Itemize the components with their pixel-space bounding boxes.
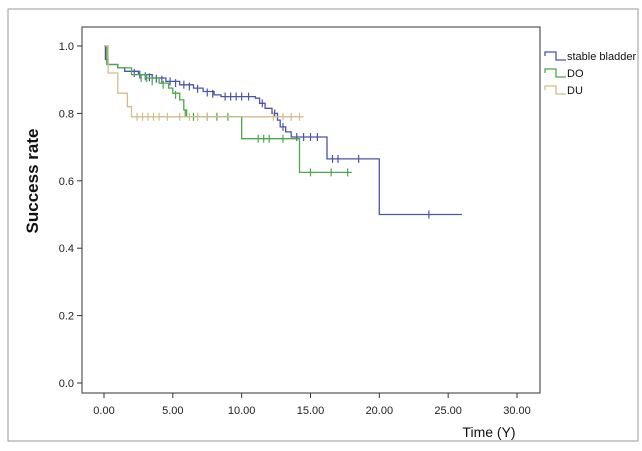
series-layer <box>104 45 462 219</box>
x-tick-label: 5.00 <box>162 405 183 417</box>
x-tick-label: 30.00 <box>503 405 531 417</box>
legend-item: DO <box>544 68 584 80</box>
legend-swatch <box>544 68 566 78</box>
chart-frame <box>7 8 639 442</box>
legend-label: DO <box>567 68 584 80</box>
series-du <box>104 45 304 121</box>
x-tick-label: 20.00 <box>366 405 394 417</box>
x-tick-label: 25.00 <box>434 405 462 417</box>
x-axis-title: Time (Y) <box>462 424 515 440</box>
y-axis-title: Success rate <box>23 129 42 234</box>
series-line <box>104 45 462 216</box>
y-axis-ticks: 0.0 0.2 0.4 0.6 0.8 1.0 <box>59 41 82 390</box>
y-tick-label: 1.0 <box>59 41 74 53</box>
y-tick-label: 0.6 <box>59 176 74 188</box>
y-tick-label: 0.8 <box>59 108 74 120</box>
legend-label: stable bladder <box>567 51 636 63</box>
y-tick-label: 0.2 <box>59 311 74 323</box>
legend-swatch <box>544 51 566 61</box>
legend-swatch <box>544 85 566 95</box>
y-tick-label: 0.4 <box>59 243 74 255</box>
series-line <box>104 45 304 118</box>
x-tick-label: 0.00 <box>93 405 114 417</box>
legend-item: stable bladder <box>544 51 636 63</box>
x-tick-label: 15.00 <box>297 405 325 417</box>
x-axis-ticks: 0.00 5.00 10.00 15.00 20.00 25.00 30.00 <box>93 393 531 417</box>
legend: stable bladder DO DU <box>544 51 636 97</box>
x-tick-label: 10.00 <box>228 405 256 417</box>
y-tick-label: 0.0 <box>59 378 74 390</box>
legend-label: DU <box>567 85 583 97</box>
legend-item: DU <box>544 85 583 97</box>
